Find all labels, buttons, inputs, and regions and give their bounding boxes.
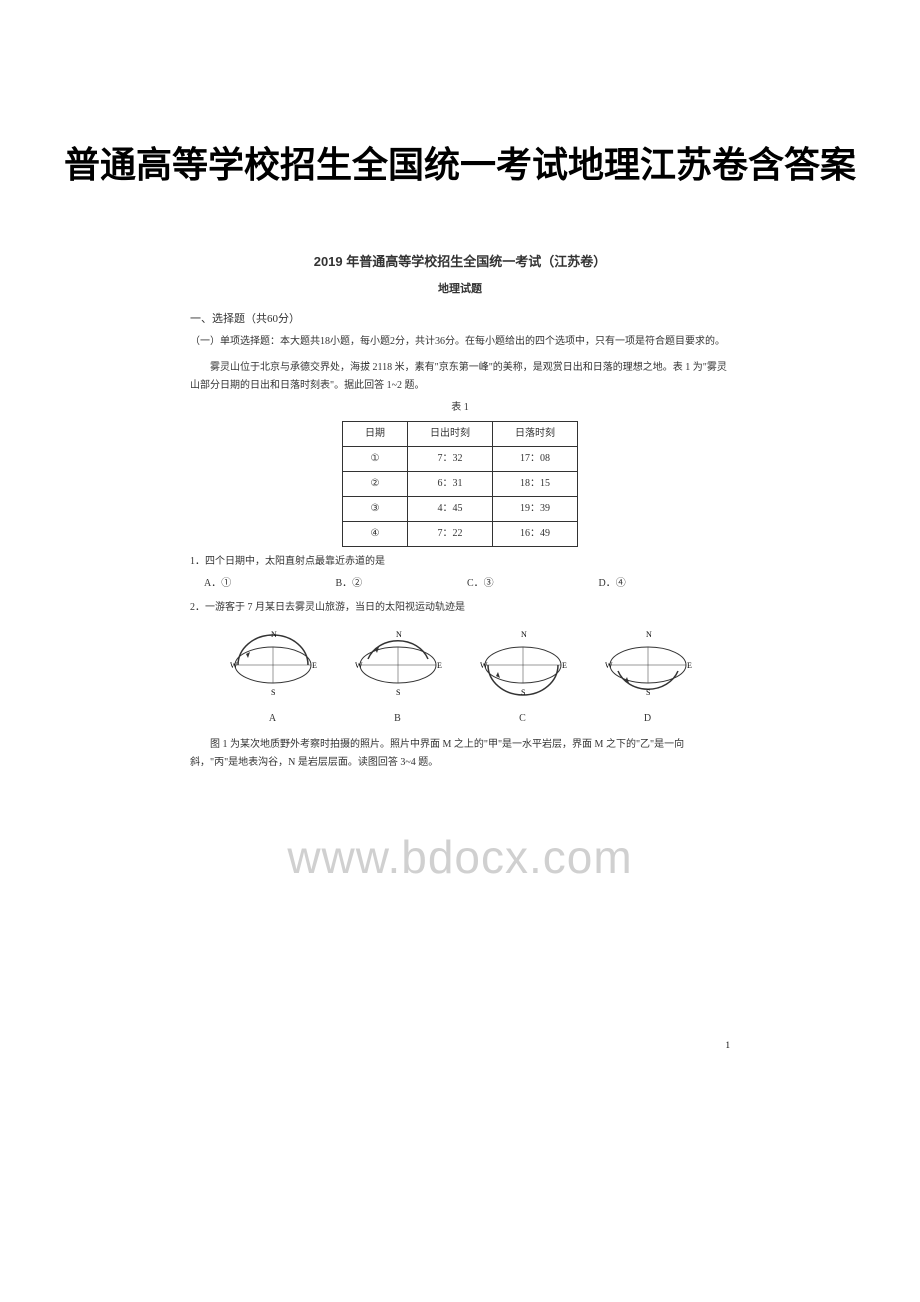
- table-caption: 表 1: [190, 399, 730, 417]
- svg-text:N: N: [396, 630, 402, 639]
- sun-path-icon: N S W E: [603, 625, 693, 700]
- diagram-label: A: [228, 710, 318, 728]
- option-b: B．②: [336, 575, 468, 593]
- section-label: 一、选择题（共60分）: [190, 310, 730, 330]
- diagram-d: N S W E D: [603, 625, 693, 728]
- svg-text:W: W: [605, 661, 613, 670]
- document-main-title: 普通高等学校招生全国统一考试地理江苏卷含答案: [0, 140, 920, 190]
- sun-path-icon: N S W E: [228, 625, 318, 700]
- svg-text:N: N: [521, 630, 527, 639]
- table-row: ①7：3217：08: [343, 447, 578, 472]
- page-number: 1: [726, 1040, 731, 1050]
- table-header: 日落时刻: [493, 422, 578, 447]
- sun-path-icon: N S W E: [478, 625, 568, 700]
- svg-text:E: E: [687, 661, 692, 670]
- question-1: 1．四个日期中，太阳直射点最靠近赤道的是: [190, 553, 730, 571]
- diagram-c: N S W E C: [478, 625, 568, 728]
- svg-text:E: E: [437, 661, 442, 670]
- svg-text:N: N: [271, 630, 277, 639]
- question-1-options: A．① B．② C．③ D．④: [190, 575, 730, 593]
- diagram-label: D: [603, 710, 693, 728]
- svg-text:S: S: [521, 688, 525, 697]
- watermark-text: www.bdocx.com: [287, 830, 632, 884]
- option-d: D．④: [599, 575, 731, 593]
- svg-text:W: W: [230, 661, 238, 670]
- question-2: 2．一游客于 7 月某日去雾灵山旅游，当日的太阳视运动轨迹是: [190, 599, 730, 617]
- sun-path-icon: N S W E: [353, 625, 443, 700]
- option-a: A．①: [204, 575, 336, 593]
- svg-text:W: W: [480, 661, 488, 670]
- table-row: ②6：3118：15: [343, 472, 578, 497]
- sunrise-sunset-table: 日期 日出时刻 日落时刻 ①7：3217：08 ②6：3118：15 ③4：45…: [342, 421, 578, 547]
- diagram-a: N S W E A: [228, 625, 318, 728]
- exam-header: 2019 年普通高等学校招生全国统一考试（江苏卷）: [190, 250, 730, 273]
- svg-text:E: E: [312, 661, 317, 670]
- diagram-label: C: [478, 710, 568, 728]
- table-header-row: 日期 日出时刻 日落时刻: [343, 422, 578, 447]
- table-row: ④7：2216：49: [343, 522, 578, 547]
- subject-header: 地理试题: [190, 280, 730, 300]
- diagram-label: B: [353, 710, 443, 728]
- sun-path-diagrams: N S W E A N S W E B: [210, 625, 710, 728]
- table-header: 日期: [343, 422, 408, 447]
- passage-1: 雾灵山位于北京与承德交界处，海拔 2118 米，素有"京东第一峰"的美称，是观赏…: [190, 359, 730, 395]
- svg-text:S: S: [646, 688, 650, 697]
- svg-text:S: S: [271, 688, 275, 697]
- svg-text:S: S: [396, 688, 400, 697]
- exam-content: 2019 年普通高等学校招生全国统一考试（江苏卷） 地理试题 一、选择题（共60…: [190, 250, 730, 772]
- instruction-text: （一）单项选择题：本大题共18小题，每小题2分，共计36分。在每小题给出的四个选…: [190, 333, 730, 351]
- svg-text:W: W: [355, 661, 363, 670]
- svg-text:E: E: [562, 661, 567, 670]
- table-header: 日出时刻: [408, 422, 493, 447]
- table-row: ③4：4519：39: [343, 497, 578, 522]
- diagram-b: N S W E B: [353, 625, 443, 728]
- svg-text:N: N: [646, 630, 652, 639]
- option-c: C．③: [467, 575, 599, 593]
- passage-2: 图 1 为某次地质野外考察时拍摄的照片。照片中界面 M 之上的"甲"是一水平岩层…: [190, 736, 730, 772]
